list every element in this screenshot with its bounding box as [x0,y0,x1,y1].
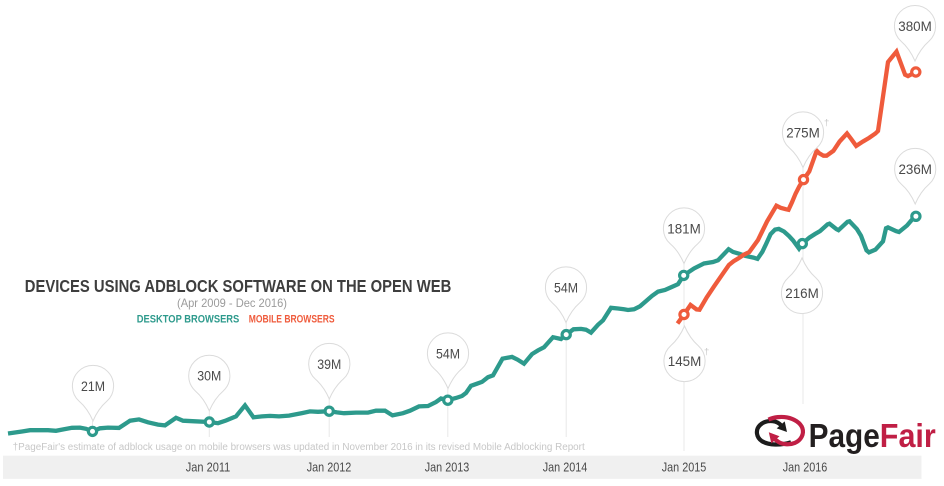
svg-text:216M: 216M [785,286,819,301]
svg-text:†PageFair's estimate of adbloc: †PageFair's estimate of adblock usage on… [13,442,585,453]
svg-text:181M: 181M [667,221,701,236]
svg-text:Page: Page [809,417,880,454]
svg-text:275M: 275M [786,125,820,140]
svg-text:MOBILE BROWSERS: MOBILE BROWSERS [249,313,335,325]
svg-text:Fair: Fair [880,417,936,454]
svg-text:145M: 145M [668,354,702,369]
svg-text:†: † [824,118,829,129]
svg-text:Jan 2014: Jan 2014 [543,459,588,474]
svg-text:236M: 236M [898,162,932,177]
svg-text:Jan 2011: Jan 2011 [186,459,231,474]
svg-text:Jan 2016: Jan 2016 [783,459,828,474]
svg-text:Jan 2013: Jan 2013 [425,459,470,474]
svg-text:†: † [704,347,709,358]
svg-text:Jan 2015: Jan 2015 [662,459,707,474]
svg-text:Jan 2012: Jan 2012 [307,459,352,474]
svg-text:39M: 39M [317,357,341,372]
svg-text:380M: 380M [898,19,932,34]
svg-text:21M: 21M [81,379,105,394]
svg-text:DEVICES USING ADBLOCK SOFTWARE: DEVICES USING ADBLOCK SOFTWARE ON THE OP… [25,276,452,296]
svg-text:54M: 54M [436,346,460,361]
svg-text:30M: 30M [197,369,221,384]
svg-text:54M: 54M [554,280,578,295]
svg-text:(Apr 2009 - Dec 2016): (Apr 2009 - Dec 2016) [177,297,287,310]
svg-text:DESKTOP BROWSERS: DESKTOP BROWSERS [137,313,240,325]
